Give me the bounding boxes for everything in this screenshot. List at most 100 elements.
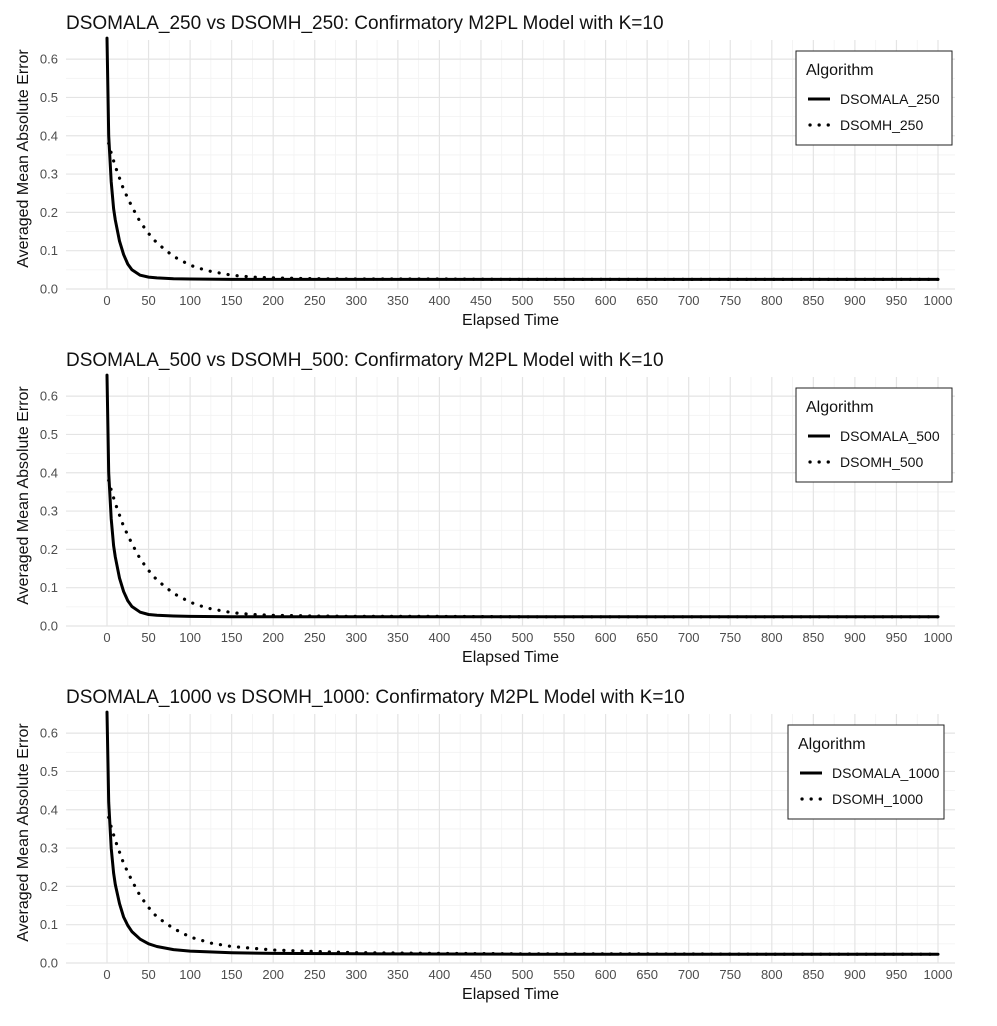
y-axis-label: Averaged Mean Absolute Error [15, 723, 32, 942]
x-tick-label: 550 [553, 293, 575, 308]
x-tick-label: 50 [141, 630, 155, 645]
legend-label: DSOMH_500 [840, 454, 923, 470]
legend-title: Algorithm [806, 62, 874, 79]
x-tick-label: 1000 [924, 630, 953, 645]
x-tick-label: 50 [141, 293, 155, 308]
grid [66, 377, 955, 627]
y-tick-label: 0.0 [40, 282, 58, 297]
x-tick-label: 400 [429, 293, 451, 308]
x-tick-label: 450 [470, 967, 492, 982]
x-tick-label: 950 [886, 293, 908, 308]
x-tick-label: 950 [886, 630, 908, 645]
legend-label: DSOMALA_250 [840, 91, 940, 107]
chart-panel-2: DSOMALA_500 vs DSOMH_500: Confirmatory M… [15, 350, 955, 666]
chart-title: DSOMALA_250 vs DSOMH_250: Confirmatory M… [66, 13, 664, 34]
y-tick-label: 0.5 [40, 427, 58, 442]
legend-title: Algorithm [806, 399, 874, 416]
x-tick-label: 800 [761, 967, 783, 982]
x-tick-label: 750 [719, 293, 741, 308]
grid [66, 40, 955, 290]
x-tick-label: 850 [802, 630, 824, 645]
x-tick-label: 950 [886, 967, 908, 982]
legend-label: DSOMALA_1000 [832, 765, 940, 781]
x-tick-label: 600 [595, 967, 617, 982]
y-tick-label: 0.1 [40, 917, 58, 932]
y-tick-label: 0.6 [40, 726, 58, 741]
x-tick-label: 500 [512, 967, 534, 982]
chart-title: DSOMALA_1000 vs DSOMH_1000: Confirmatory… [66, 687, 685, 708]
y-tick-label: 0.0 [40, 619, 58, 634]
x-tick-label: 650 [636, 293, 658, 308]
x-tick-label: 350 [387, 630, 409, 645]
y-axis-label: Averaged Mean Absolute Error [15, 386, 32, 605]
x-tick-label: 0 [103, 630, 110, 645]
legend-label: DSOMALA_500 [840, 428, 940, 444]
x-tick-label: 150 [221, 293, 243, 308]
x-tick-label: 600 [595, 293, 617, 308]
y-tick-label: 0.1 [40, 580, 58, 595]
x-tick-label: 900 [844, 967, 866, 982]
series-line-dsomala-1000 [105, 710, 940, 956]
chart-panel-1: DSOMALA_250 vs DSOMH_250: Confirmatory M… [15, 13, 955, 329]
x-tick-label: 350 [387, 967, 409, 982]
x-tick-label: 150 [221, 630, 243, 645]
x-axis-label: Elapsed Time [462, 312, 559, 329]
y-tick-label: 0.4 [40, 802, 58, 817]
y-tick-label: 0.2 [40, 879, 58, 894]
x-tick-label: 700 [678, 293, 700, 308]
x-tick-label: 600 [595, 630, 617, 645]
x-tick-label: 350 [387, 293, 409, 308]
x-tick-label: 900 [844, 630, 866, 645]
x-tick-label: 1000 [924, 967, 953, 982]
x-tick-label: 0 [103, 967, 110, 982]
x-tick-label: 450 [470, 630, 492, 645]
x-tick-label: 550 [553, 630, 575, 645]
x-tick-label: 700 [678, 967, 700, 982]
y-tick-label: 0.3 [40, 167, 58, 182]
series-line-dsomala-250 [105, 36, 940, 281]
y-tick-label: 0.3 [40, 841, 58, 856]
legend-title: Algorithm [798, 736, 866, 753]
legend: Algorithm DSOMALA_1000 DSOMH_1000 [787, 724, 945, 820]
y-tick-label: 0.3 [40, 504, 58, 519]
y-tick-label: 0.2 [40, 205, 58, 220]
x-tick-label: 400 [429, 630, 451, 645]
x-tick-label: 850 [802, 967, 824, 982]
x-tick-label: 550 [553, 967, 575, 982]
x-tick-label: 650 [636, 630, 658, 645]
x-tick-label: 250 [304, 293, 326, 308]
y-tick-label: 0.0 [40, 956, 58, 971]
y-tick-label: 0.2 [40, 542, 58, 557]
x-tick-label: 100 [179, 967, 201, 982]
x-tick-label: 500 [512, 630, 534, 645]
x-tick-label: 250 [304, 630, 326, 645]
x-axis-label: Elapsed Time [462, 649, 559, 666]
x-tick-label: 1000 [924, 293, 953, 308]
y-tick-label: 0.5 [40, 764, 58, 779]
x-tick-label: 500 [512, 293, 534, 308]
x-tick-label: 800 [761, 293, 783, 308]
y-tick-label: 0.5 [40, 90, 58, 105]
x-tick-label: 50 [141, 967, 155, 982]
x-tick-label: 850 [802, 293, 824, 308]
x-tick-label: 400 [429, 967, 451, 982]
legend-label: DSOMH_1000 [832, 791, 923, 807]
chart-panel-3: DSOMALA_1000 vs DSOMH_1000: Confirmatory… [15, 687, 955, 1003]
y-tick-label: 0.6 [40, 52, 58, 67]
y-tick-label: 0.4 [40, 465, 58, 480]
x-tick-label: 300 [345, 967, 367, 982]
x-tick-label: 150 [221, 967, 243, 982]
x-tick-label: 200 [262, 293, 284, 308]
x-tick-label: 750 [719, 967, 741, 982]
y-axis-label: Averaged Mean Absolute Error [15, 49, 32, 268]
x-tick-label: 450 [470, 293, 492, 308]
x-tick-label: 100 [179, 293, 201, 308]
y-tick-label: 0.4 [40, 128, 58, 143]
x-tick-label: 200 [262, 630, 284, 645]
legend: Algorithm DSOMALA_500 DSOMH_500 [795, 387, 953, 483]
x-tick-label: 750 [719, 630, 741, 645]
legend: Algorithm DSOMALA_250 DSOMH_250 [795, 50, 953, 146]
x-tick-label: 650 [636, 967, 658, 982]
x-tick-label: 700 [678, 630, 700, 645]
